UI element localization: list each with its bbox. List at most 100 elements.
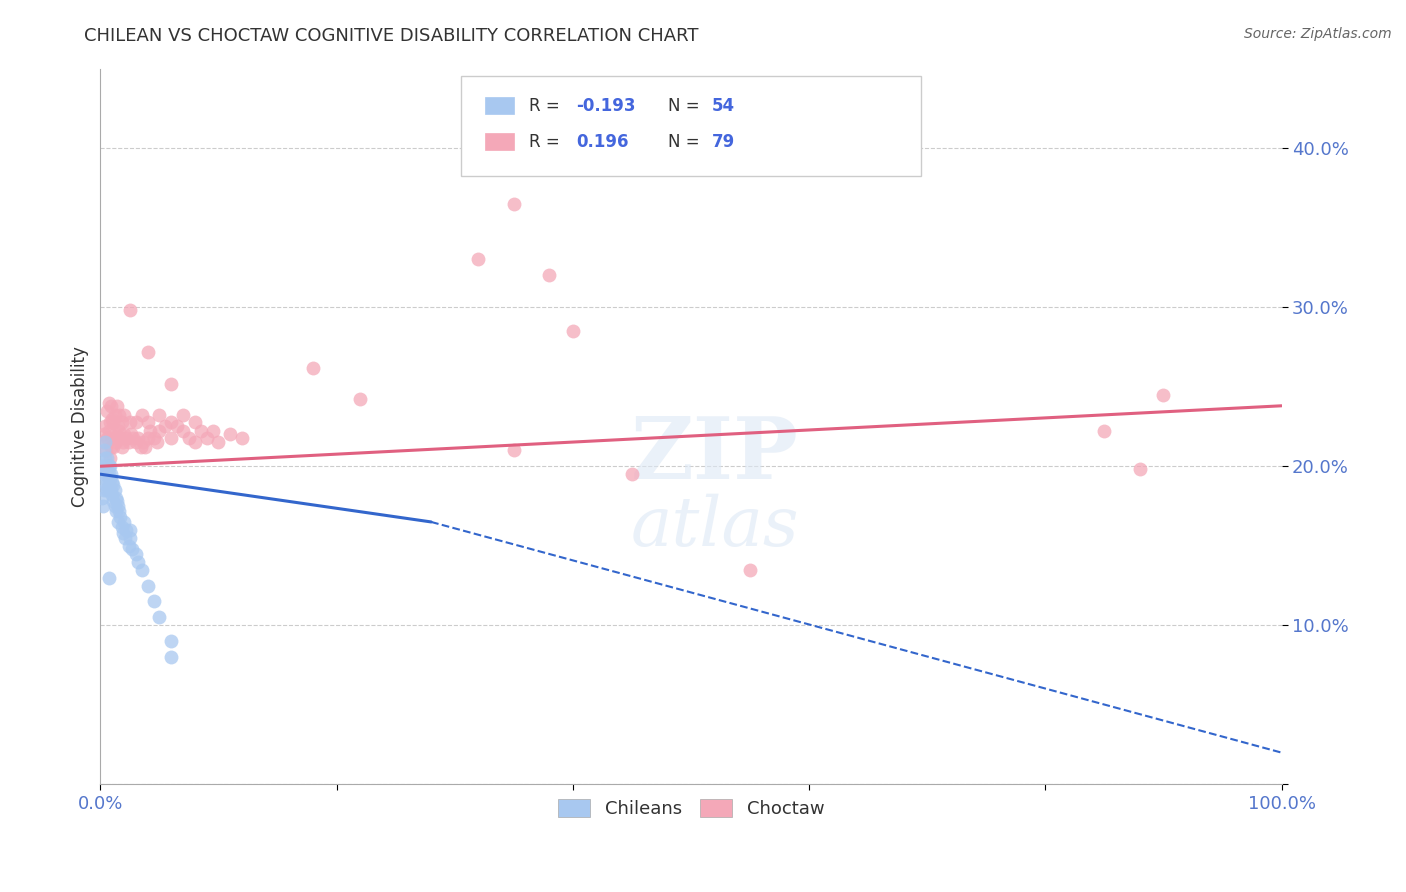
Text: Source: ZipAtlas.com: Source: ZipAtlas.com xyxy=(1244,27,1392,41)
Y-axis label: Cognitive Disability: Cognitive Disability xyxy=(72,346,89,507)
Point xyxy=(110,519,132,533)
Point xyxy=(100,440,122,454)
Point xyxy=(93,427,115,442)
Point xyxy=(103,483,125,497)
Point xyxy=(184,435,207,450)
Point xyxy=(201,424,224,438)
Point xyxy=(160,431,183,445)
Point xyxy=(97,459,120,474)
Point xyxy=(118,523,141,537)
Point xyxy=(160,376,183,391)
Point xyxy=(105,431,128,445)
Point xyxy=(146,435,169,450)
Point xyxy=(97,424,120,438)
Point xyxy=(231,431,253,445)
Point xyxy=(302,360,325,375)
Point xyxy=(100,483,122,497)
Point xyxy=(136,431,159,445)
Point xyxy=(96,472,118,486)
Point xyxy=(190,424,212,438)
Point xyxy=(96,483,118,497)
Point xyxy=(94,462,117,476)
Point xyxy=(96,467,118,482)
Point xyxy=(125,415,148,429)
Point xyxy=(104,435,127,450)
Point xyxy=(502,443,524,458)
Point xyxy=(103,499,125,513)
Point xyxy=(108,504,131,518)
Point xyxy=(166,419,188,434)
Point xyxy=(184,415,207,429)
Point xyxy=(111,435,134,450)
Point xyxy=(177,431,200,445)
Point xyxy=(103,478,125,492)
Point xyxy=(98,483,121,497)
Point xyxy=(118,531,141,545)
Legend: Chileans, Choctaw: Chileans, Choctaw xyxy=(550,792,831,825)
Point xyxy=(122,431,145,445)
Point xyxy=(172,424,194,438)
Point xyxy=(96,478,118,492)
Text: N =: N = xyxy=(668,96,706,115)
Point xyxy=(1152,387,1174,401)
Text: CHILEAN VS CHOCTAW COGNITIVE DISABILITY CORRELATION CHART: CHILEAN VS CHOCTAW COGNITIVE DISABILITY … xyxy=(84,27,699,45)
Point xyxy=(94,435,117,450)
Point xyxy=(115,431,138,445)
Point xyxy=(100,467,122,482)
Point xyxy=(93,483,115,497)
Point xyxy=(96,431,118,445)
Point xyxy=(136,578,159,592)
Point xyxy=(207,435,229,450)
Point xyxy=(110,440,132,454)
Point xyxy=(110,431,132,445)
Point xyxy=(104,491,127,505)
Point xyxy=(142,431,165,445)
Point xyxy=(620,467,643,482)
Point xyxy=(114,531,136,545)
Point xyxy=(160,634,183,648)
Point xyxy=(136,415,159,429)
Point xyxy=(91,499,114,513)
Point xyxy=(738,563,761,577)
Point xyxy=(134,440,156,454)
Point xyxy=(91,459,114,474)
Point xyxy=(98,451,121,466)
Text: R =: R = xyxy=(529,96,565,115)
Point xyxy=(97,571,120,585)
Point xyxy=(108,409,131,423)
Point xyxy=(101,411,124,425)
Point xyxy=(110,510,132,524)
FancyBboxPatch shape xyxy=(485,133,513,150)
Point xyxy=(97,467,120,482)
Point xyxy=(160,415,183,429)
Point xyxy=(195,431,218,445)
Point xyxy=(98,472,121,486)
Point xyxy=(125,547,148,561)
Point xyxy=(118,539,141,553)
Point xyxy=(118,303,141,318)
Point xyxy=(96,459,118,474)
Point xyxy=(1129,462,1152,476)
Point xyxy=(155,419,177,434)
Point xyxy=(120,427,142,442)
Point xyxy=(105,399,128,413)
Text: 54: 54 xyxy=(713,96,735,115)
Point xyxy=(112,515,135,529)
Point xyxy=(125,435,148,450)
Point xyxy=(91,435,114,450)
Point xyxy=(127,555,149,569)
Point xyxy=(349,392,371,407)
Point xyxy=(103,440,125,454)
Point xyxy=(107,499,129,513)
Point xyxy=(98,415,121,429)
Point xyxy=(96,451,118,466)
Point xyxy=(111,526,134,541)
Point xyxy=(112,409,135,423)
Point xyxy=(108,424,131,438)
Point xyxy=(107,419,129,434)
Point xyxy=(132,435,155,450)
Point xyxy=(105,494,128,508)
Point xyxy=(112,427,135,442)
Point xyxy=(100,399,122,413)
Point xyxy=(104,504,127,518)
